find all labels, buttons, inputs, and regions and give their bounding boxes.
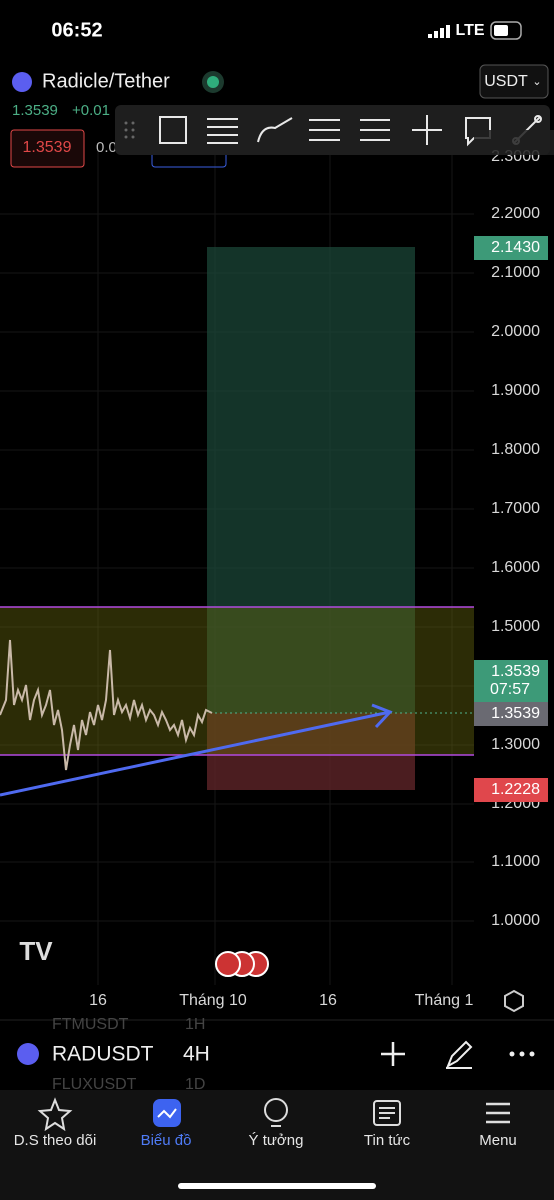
- price-label: 1.1000: [491, 853, 540, 870]
- tag-entry-text: 1.3539: [491, 705, 540, 722]
- tv-logo: TV: [19, 936, 53, 966]
- price-label: 1.7000: [491, 500, 540, 517]
- tab-menu[interactable]: Menu: [479, 1132, 517, 1149]
- tab-icon-watchlist[interactable]: [37, 1097, 73, 1132]
- market-status-dot: [207, 76, 219, 88]
- price-label: 2.2000: [491, 205, 540, 222]
- currency-button[interactable]: [479, 64, 549, 99]
- range-box[interactable]: [0, 607, 474, 755]
- tool-rect[interactable]: [159, 116, 187, 144]
- price-label: 1.3000: [491, 736, 540, 753]
- order-extra: 0.0: [96, 139, 117, 156]
- price-label: 2.0000: [491, 323, 540, 340]
- symbol-name[interactable]: Radicle/Tether: [42, 70, 170, 92]
- tab-ideas[interactable]: Ý tưởng: [249, 1132, 304, 1149]
- battery: [490, 21, 522, 40]
- price-label: 2.1000: [491, 264, 540, 281]
- tool-lines[interactable]: [207, 118, 238, 144]
- stop-zone[interactable]: [207, 713, 415, 790]
- price-label: 1.8000: [491, 441, 540, 458]
- price-label: 1.5000: [491, 618, 540, 635]
- draw-button[interactable]: [446, 1040, 473, 1069]
- tag-countdown: 07:57: [490, 681, 530, 698]
- time-label: Tháng 10: [179, 992, 247, 1009]
- time-label: 16: [319, 992, 337, 1009]
- price-candles: [0, 639, 213, 771]
- tab-bar: [0, 1090, 554, 1200]
- tag-target: [474, 236, 548, 260]
- price: 1.3539: [12, 102, 58, 119]
- battery-level: [494, 25, 508, 36]
- tag-stop: [474, 778, 548, 802]
- tool-pattern[interactable]: [360, 119, 390, 141]
- sell-button[interactable]: [10, 129, 85, 168]
- peek-symbol: FTMUSDT: [52, 1016, 129, 1033]
- price-axis: 2.3000 2.2000 2.1000 2.0000 1.9000 1.800…: [491, 148, 540, 929]
- tool-fib[interactable]: [309, 119, 340, 141]
- tag-stop-text: 1.2228: [491, 781, 540, 798]
- coin-icon: [12, 72, 32, 92]
- tool-cross[interactable]: [412, 115, 442, 145]
- symbol-icon: [17, 1043, 39, 1065]
- event-badges[interactable]: [215, 951, 269, 977]
- trend-arrow[interactable]: [0, 703, 393, 797]
- tab-icon-ideas[interactable]: [264, 1098, 288, 1122]
- more-button[interactable]: [509, 1051, 535, 1057]
- drawing-toolbar: [115, 105, 550, 155]
- tab-watchlist[interactable]: D.S theo dõi: [14, 1132, 97, 1149]
- peek-interval: 1H: [185, 1016, 205, 1033]
- target-zone[interactable]: [207, 247, 415, 713]
- price-label: 1.9000: [491, 382, 540, 399]
- status-network: LTE: [455, 22, 484, 39]
- status-time: 06:52: [51, 19, 102, 41]
- tab-icon-menu[interactable]: [486, 1102, 510, 1124]
- order-price[interactable]: 1.3539: [23, 139, 72, 156]
- tab-icon-news[interactable]: [373, 1100, 401, 1126]
- tab-chart[interactable]: Biểu đồ: [141, 1132, 192, 1149]
- signal: [428, 25, 450, 38]
- tag-target-text: 2.1430: [491, 239, 540, 256]
- tag-last-text: 1.3539: [491, 663, 540, 680]
- tool-text[interactable]: [465, 117, 491, 147]
- tag-entry: [474, 702, 548, 726]
- peek-interval: 1D: [185, 1076, 205, 1093]
- home-indicator: [178, 1183, 376, 1189]
- time-label: Tháng 1: [415, 992, 474, 1009]
- time-label: 16: [89, 992, 107, 1009]
- add-button[interactable]: [381, 1042, 405, 1066]
- currency-caret: ⌄: [532, 76, 541, 88]
- tag-last: [474, 660, 548, 702]
- settings-icon[interactable]: [504, 989, 524, 1013]
- change: +0.01: [72, 102, 110, 119]
- price-label: 1.6000: [491, 559, 540, 576]
- toolbar-overlap: [474, 130, 554, 155]
- tool-brush[interactable]: [257, 117, 293, 143]
- interval[interactable]: 4H: [183, 1043, 210, 1066]
- peek-symbol: FLUXUSDT: [52, 1076, 137, 1093]
- tab-news[interactable]: Tin tức: [364, 1132, 411, 1149]
- symbol[interactable]: RADUSDT: [52, 1043, 154, 1066]
- price-label: 1.0000: [491, 912, 540, 929]
- currency[interactable]: USDT: [484, 73, 528, 90]
